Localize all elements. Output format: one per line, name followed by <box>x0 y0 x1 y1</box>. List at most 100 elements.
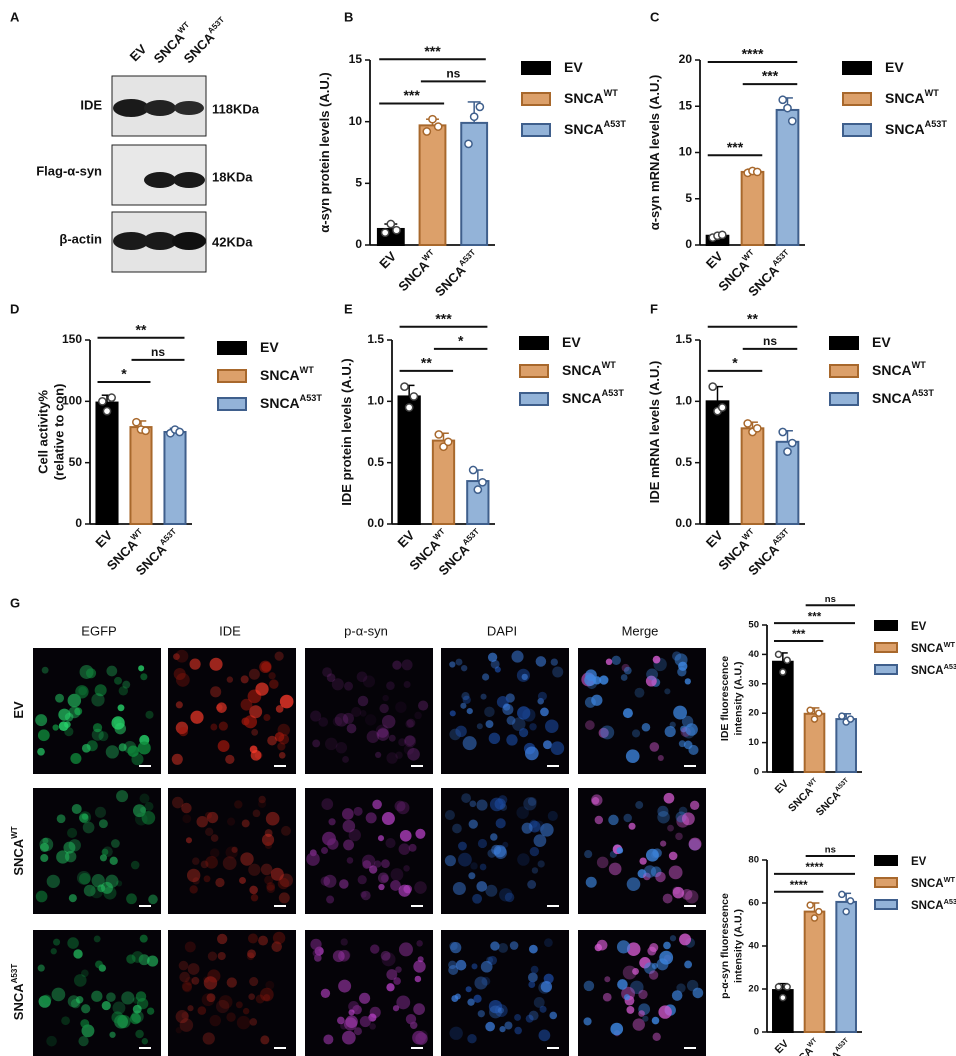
legend-label-sup: WT <box>912 360 927 370</box>
legend-label-text: EV <box>562 334 581 350</box>
cell <box>68 706 81 719</box>
cell <box>338 949 350 962</box>
cell <box>332 716 343 727</box>
cell <box>356 671 368 683</box>
cell <box>451 995 459 1003</box>
cell <box>673 705 687 720</box>
legend-swatch <box>521 61 551 75</box>
cell <box>266 882 275 891</box>
cell <box>412 1030 426 1045</box>
cell <box>626 942 641 956</box>
cell <box>132 804 146 818</box>
cell <box>398 942 413 957</box>
cell <box>218 721 228 731</box>
cell <box>639 857 647 865</box>
data-point <box>469 112 479 122</box>
cell <box>550 658 558 666</box>
cell <box>335 741 348 754</box>
cell <box>121 991 135 1005</box>
legend-label-text: SNCA <box>911 643 944 655</box>
legend-label: SNCAWT <box>562 360 616 377</box>
cell <box>137 741 151 755</box>
cell <box>528 944 538 954</box>
cell <box>175 1027 182 1034</box>
cell <box>398 843 411 855</box>
cell <box>248 863 261 876</box>
data-point <box>107 393 116 403</box>
bar <box>705 400 730 526</box>
channel-label: Merge <box>622 623 659 638</box>
cell <box>404 735 416 746</box>
cell <box>671 990 683 1001</box>
cell <box>225 846 238 859</box>
data-point <box>783 103 792 113</box>
cell <box>278 751 286 759</box>
cell <box>252 809 261 818</box>
bar <box>431 439 456 525</box>
cell <box>657 805 669 817</box>
cell <box>203 976 210 983</box>
cell <box>472 893 483 904</box>
y-tick-label: 5 <box>355 176 362 190</box>
cell <box>91 874 105 888</box>
cell <box>265 980 275 990</box>
cell <box>76 870 91 885</box>
cell <box>540 707 549 717</box>
legend-label-text: SNCA <box>260 367 300 383</box>
significance-label: ns <box>825 594 836 605</box>
cell <box>109 1031 116 1038</box>
cell <box>187 1005 194 1012</box>
cell <box>585 720 595 730</box>
condition-label: SNCAWT <box>10 826 26 875</box>
x-tick-label-sup: A53T <box>834 777 850 793</box>
cell <box>491 844 502 855</box>
cell <box>512 717 526 731</box>
cell <box>418 700 429 711</box>
cell <box>148 894 158 905</box>
legend-swatch <box>874 642 898 653</box>
cell <box>596 939 608 951</box>
cell <box>264 829 273 837</box>
cell <box>449 710 456 717</box>
cell <box>63 841 76 854</box>
x-tick-label-sup: WT <box>806 777 818 789</box>
y-tick-label: 0 <box>685 237 692 251</box>
cell <box>255 994 265 1004</box>
cell <box>369 1006 381 1018</box>
cell <box>485 1021 495 1032</box>
cell <box>376 728 390 741</box>
cell <box>234 800 243 809</box>
data-point <box>98 396 107 406</box>
cell <box>584 674 597 687</box>
cell <box>392 660 402 670</box>
cell <box>55 693 64 703</box>
cell <box>663 792 675 804</box>
cell <box>642 1015 649 1022</box>
cell <box>324 737 338 751</box>
cell <box>644 962 656 974</box>
y-tick-label: 20 <box>748 708 759 719</box>
micrograph <box>168 788 296 914</box>
cell <box>604 976 611 983</box>
cell <box>643 872 651 881</box>
cell <box>414 975 422 983</box>
cell <box>390 868 404 881</box>
cell <box>83 884 96 897</box>
micrograph-bg <box>168 648 296 774</box>
cell <box>116 790 129 803</box>
cell <box>240 698 253 711</box>
cell <box>375 724 389 738</box>
cell <box>278 734 290 745</box>
cell <box>477 838 488 849</box>
cell <box>452 882 466 896</box>
cell <box>504 1021 513 1030</box>
cell <box>386 983 395 992</box>
x-tick-label-sup: WT <box>806 1037 818 1049</box>
cell <box>314 954 322 962</box>
cell <box>359 709 367 717</box>
cell <box>215 877 225 888</box>
cell <box>648 970 659 980</box>
legend-label: SNCAA53T <box>564 119 626 136</box>
cell <box>342 712 354 724</box>
